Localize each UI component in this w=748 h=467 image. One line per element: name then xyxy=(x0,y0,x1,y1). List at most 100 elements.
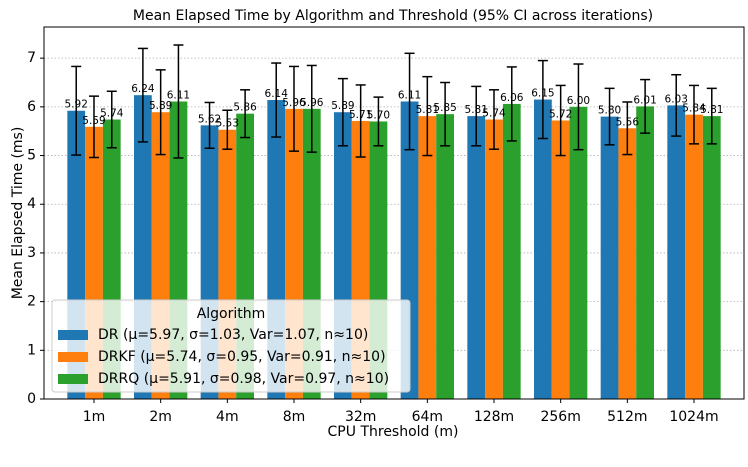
error-bar xyxy=(506,66,517,142)
x-tick-label: 128m xyxy=(474,409,514,425)
x-tick-label: 1024m xyxy=(669,409,718,425)
x-axis-label: CPU Threshold (m) xyxy=(328,424,459,440)
y-tick-label: 1 xyxy=(27,342,36,358)
y-tick-label: 6 xyxy=(27,99,36,115)
x-tick-label: 32m xyxy=(345,409,376,425)
x-tick-label: 8m xyxy=(283,409,306,425)
bar xyxy=(667,105,686,399)
error-bar xyxy=(240,89,251,139)
error-bar xyxy=(373,96,384,147)
value-label: 5.92 xyxy=(65,99,88,111)
x-tick-label: 64m xyxy=(412,409,443,425)
y-tick-label: 3 xyxy=(27,245,36,261)
x-tick-label: 256m xyxy=(540,409,580,425)
value-label: 5.62 xyxy=(198,113,221,125)
bar xyxy=(702,116,721,400)
value-label: 5.71 xyxy=(349,109,372,121)
error-bar xyxy=(604,87,615,146)
bar xyxy=(485,119,503,399)
error-bar xyxy=(640,78,651,134)
legend-label: DRRQ (μ=5.91, σ=0.98, Var=0.97, n≈10) xyxy=(98,371,389,387)
bar xyxy=(685,114,703,399)
error-bar xyxy=(204,101,215,149)
y-tick-label: 7 xyxy=(27,50,36,66)
error-bar xyxy=(489,89,499,150)
value-label: 5.81 xyxy=(465,104,488,116)
value-label: 6.14 xyxy=(265,88,289,100)
bar xyxy=(467,116,486,400)
legend-label: DRKF (μ=5.74, σ=0.95, Var=0.91, n≈10) xyxy=(98,349,386,365)
value-label: 5.84 xyxy=(682,103,706,115)
error-bar xyxy=(106,90,117,149)
value-label: 5.96 xyxy=(282,97,306,109)
error-bar xyxy=(689,84,699,145)
legend-title: Algorithm xyxy=(197,306,266,322)
bar xyxy=(636,106,654,400)
error-bar xyxy=(71,65,82,156)
error-bar xyxy=(137,47,148,143)
value-label: 5.56 xyxy=(616,116,640,128)
value-label: 6.11 xyxy=(398,89,421,101)
value-label: 5.80 xyxy=(598,105,621,117)
bar xyxy=(600,116,619,400)
x-tick-label: 1m xyxy=(83,409,106,425)
value-label: 5.72 xyxy=(549,108,572,120)
value-label: 5.53 xyxy=(216,118,239,130)
y-tick-label: 2 xyxy=(27,294,36,310)
value-label: 6.11 xyxy=(167,89,190,101)
error-bar xyxy=(555,84,566,157)
bar xyxy=(569,106,588,400)
error-bar xyxy=(471,85,482,147)
error-bar xyxy=(440,81,451,147)
chart-title: Mean Elapsed Time by Algorithm and Thres… xyxy=(133,8,653,24)
value-label: 5.89 xyxy=(331,100,354,112)
legend-swatch xyxy=(58,330,88,340)
y-axis-label: Mean Elapsed Time (ms) xyxy=(10,127,26,300)
value-label: 5.74 xyxy=(482,108,506,120)
bar xyxy=(418,116,437,400)
value-label: 5.85 xyxy=(433,102,456,114)
error-bar xyxy=(89,95,99,159)
value-label: 6.00 xyxy=(567,95,590,107)
x-tick-label: 512m xyxy=(607,409,647,425)
error-bar xyxy=(573,63,584,151)
value-label: 5.81 xyxy=(700,104,723,116)
value-label: 6.06 xyxy=(500,92,524,104)
value-label: 6.01 xyxy=(633,94,656,106)
value-label: 6.15 xyxy=(531,88,554,100)
error-bar xyxy=(355,84,366,158)
error-bar xyxy=(404,52,415,151)
error-bar xyxy=(155,69,166,156)
bar xyxy=(551,120,570,399)
y-tick-label: 5 xyxy=(27,148,36,164)
legend-label: DR (μ=5.97, σ=1.03, Var=1.07, n≈10) xyxy=(98,327,368,343)
value-label: 5.81 xyxy=(416,104,439,116)
error-bar xyxy=(289,65,299,152)
bar xyxy=(534,99,552,399)
value-label: 5.96 xyxy=(300,97,324,109)
error-bar xyxy=(337,77,348,147)
bar xyxy=(436,114,454,399)
value-label: 5.70 xyxy=(367,109,390,121)
error-bar xyxy=(422,75,433,157)
value-label: 5.89 xyxy=(149,100,172,112)
legend-swatch xyxy=(58,374,88,384)
plot-frame xyxy=(43,26,745,400)
error-bar xyxy=(222,109,233,150)
legend-box xyxy=(51,299,411,393)
x-tick-label: 4m xyxy=(216,409,239,425)
error-bar xyxy=(671,73,682,137)
value-label: 5.59 xyxy=(82,115,105,127)
error-bar xyxy=(306,64,317,153)
error-bar xyxy=(173,44,184,159)
x-tick-label: 2m xyxy=(149,409,172,425)
value-label: 5.86 xyxy=(233,102,257,114)
y-tick-label: 0 xyxy=(27,391,36,407)
value-label: 5.74 xyxy=(100,108,124,120)
value-label: 6.24 xyxy=(131,83,155,95)
bar xyxy=(618,128,637,400)
bar xyxy=(502,103,521,399)
error-bar xyxy=(622,101,633,156)
